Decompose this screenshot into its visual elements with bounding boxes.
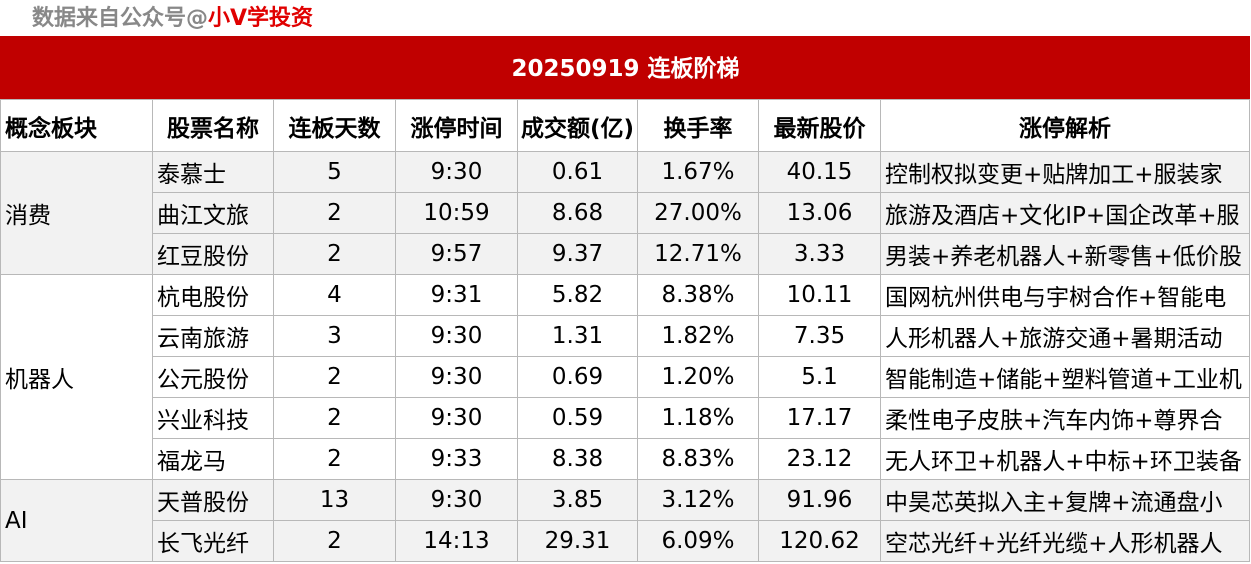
limit-time: 9:31	[395, 274, 518, 316]
limit-time: 10:59	[395, 192, 518, 234]
trade-amount: 0.59	[517, 397, 638, 439]
limit-days: 2	[273, 192, 396, 234]
latest-price: 17.17	[758, 397, 881, 439]
stock-name: 福龙马	[152, 438, 274, 480]
latest-price: 91.96	[758, 479, 881, 521]
stock-name: 长飞光纤	[152, 520, 274, 562]
latest-price: 5.1	[758, 356, 881, 398]
limit-days: 4	[273, 274, 396, 316]
limit-time: 9:57	[395, 233, 518, 275]
trade-amount: 8.38	[517, 438, 638, 480]
turnover-rate: 1.18%	[637, 397, 759, 439]
limit-time: 9:30	[395, 315, 518, 357]
turnover-rate: 1.82%	[637, 315, 759, 357]
limit-days: 5	[273, 151, 396, 193]
limit-reason: 国网杭州供电与宇树合作+智能电	[880, 274, 1250, 316]
stock-name: 杭电股份	[152, 274, 274, 316]
limit-time: 9:30	[395, 397, 518, 439]
stock-name: 红豆股份	[152, 233, 274, 275]
limit-time: 9:30	[395, 479, 518, 521]
stock-name: 云南旅游	[152, 315, 274, 357]
trade-amount: 9.37	[517, 233, 638, 275]
sector-cell: 机器人	[0, 274, 153, 480]
header-days: 连板天数	[273, 99, 396, 152]
limit-reason: 控制权拟变更+贴牌加工+服装家	[880, 151, 1250, 193]
trade-amount: 5.82	[517, 274, 638, 316]
trade-amount: 0.69	[517, 356, 638, 398]
header-name: 股票名称	[152, 99, 274, 152]
turnover-rate: 6.09%	[637, 520, 759, 562]
stock-name: 天普股份	[152, 479, 274, 521]
latest-price: 7.35	[758, 315, 881, 357]
turnover-rate: 8.38%	[637, 274, 759, 316]
source-watermark: 数据来自公众号@小V学投资	[32, 4, 313, 34]
limit-days: 2	[273, 520, 396, 562]
trade-amount: 0.61	[517, 151, 638, 193]
header-reason: 涨停解析	[880, 99, 1250, 152]
table-row: AI 天普股份 13 9:30 3.85 3.12% 91.96 中昊芯英拟入主…	[0, 479, 1250, 562]
table-row: 曲江文旅 2 10:59 8.68 27.00% 13.06 旅游及酒店+文化I…	[1, 192, 1250, 234]
trade-amount: 8.68	[517, 192, 638, 234]
turnover-rate: 27.00%	[637, 192, 759, 234]
limit-days: 3	[273, 315, 396, 357]
table-row: 福龙马 2 9:33 8.38 8.83% 23.12 无人环卫+机器人+中标+…	[1, 438, 1250, 480]
source-brand: 小V学投资	[208, 6, 314, 31]
source-prefix: 数据来自公众号@	[32, 6, 209, 31]
latest-price: 23.12	[758, 438, 881, 480]
latest-price: 13.06	[758, 192, 881, 234]
turnover-rate: 8.83%	[637, 438, 759, 480]
header-amount: 成交额(亿)	[517, 99, 638, 152]
sector-cell: 消费	[0, 151, 153, 275]
header-sector: 概念板块	[0, 99, 153, 152]
trade-amount: 29.31	[517, 520, 638, 562]
limit-days: 2	[273, 233, 396, 275]
limit-days: 2	[273, 438, 396, 480]
limit-time: 9:33	[395, 438, 518, 480]
turnover-rate: 1.20%	[637, 356, 759, 398]
limit-reason: 人形机器人+旅游交通+暑期活动	[880, 315, 1250, 357]
limit-reason: 智能制造+储能+塑料管道+工业机	[880, 356, 1250, 398]
limit-time: 9:30	[395, 356, 518, 398]
limit-time: 14:13	[395, 520, 518, 562]
table-row: 公元股份 2 9:30 0.69 1.20% 5.1 智能制造+储能+塑料管道+…	[1, 356, 1250, 398]
table-row: 长飞光纤 2 14:13 29.31 6.09% 120.62 空芯光纤+光纤光…	[1, 520, 1250, 562]
limit-days: 2	[273, 356, 396, 398]
header-time: 涨停时间	[395, 99, 518, 152]
turnover-rate: 12.71%	[637, 233, 759, 275]
latest-price: 120.62	[758, 520, 881, 562]
stock-name: 兴业科技	[152, 397, 274, 439]
sector-cell: AI	[0, 479, 153, 562]
limit-up-ladder-table: 概念板块 股票名称 连板天数 涨停时间 成交额(亿) 换手率 最新股价 涨停解析…	[0, 99, 1250, 562]
limit-reason: 中昊芯英拟入主+复牌+流通盘小	[880, 479, 1250, 521]
limit-reason: 柔性电子皮肤+汽车内饰+尊界合	[880, 397, 1250, 439]
limit-days: 2	[273, 397, 396, 439]
table-row: 机器人 杭电股份 4 9:31 5.82 8.38% 10.11 国网杭州供电与…	[0, 274, 1250, 480]
table-row: 消费 泰慕士 5 9:30 0.61 1.67% 40.15 控制权拟变更+贴牌…	[0, 151, 1250, 275]
trade-amount: 3.85	[517, 479, 638, 521]
table-row: 兴业科技 2 9:30 0.59 1.18% 17.17 柔性电子皮肤+汽车内饰…	[1, 397, 1250, 439]
header-price: 最新股价	[758, 99, 881, 152]
turnover-rate: 1.67%	[637, 151, 759, 193]
limit-reason: 旅游及酒店+文化IP+国企改革+服	[880, 192, 1250, 234]
header-turnover: 换手率	[637, 99, 759, 152]
header-row: 概念板块 股票名称 连板天数 涨停时间 成交额(亿) 换手率 最新股价 涨停解析	[0, 99, 1250, 152]
latest-price: 40.15	[758, 151, 881, 193]
latest-price: 10.11	[758, 274, 881, 316]
limit-time: 9:30	[395, 151, 518, 193]
latest-price: 3.33	[758, 233, 881, 275]
stock-name: 曲江文旅	[152, 192, 274, 234]
turnover-rate: 3.12%	[637, 479, 759, 521]
table-row: 红豆股份 2 9:57 9.37 12.71% 3.33 男装+养老机器人+新零…	[1, 233, 1250, 275]
table-row: 云南旅游 3 9:30 1.31 1.82% 7.35 人形机器人+旅游交通+暑…	[1, 315, 1250, 357]
stock-name: 泰慕士	[152, 151, 274, 193]
table-title: 20250919 连板阶梯	[0, 36, 1250, 99]
limit-reason: 男装+养老机器人+新零售+低价股	[880, 233, 1250, 275]
trade-amount: 1.31	[517, 315, 638, 357]
limit-reason: 空芯光纤+光纤光缆+人形机器人	[880, 520, 1250, 562]
stock-name: 公元股份	[152, 356, 274, 398]
limit-days: 13	[273, 479, 396, 521]
limit-reason: 无人环卫+机器人+中标+环卫装备	[880, 438, 1250, 480]
